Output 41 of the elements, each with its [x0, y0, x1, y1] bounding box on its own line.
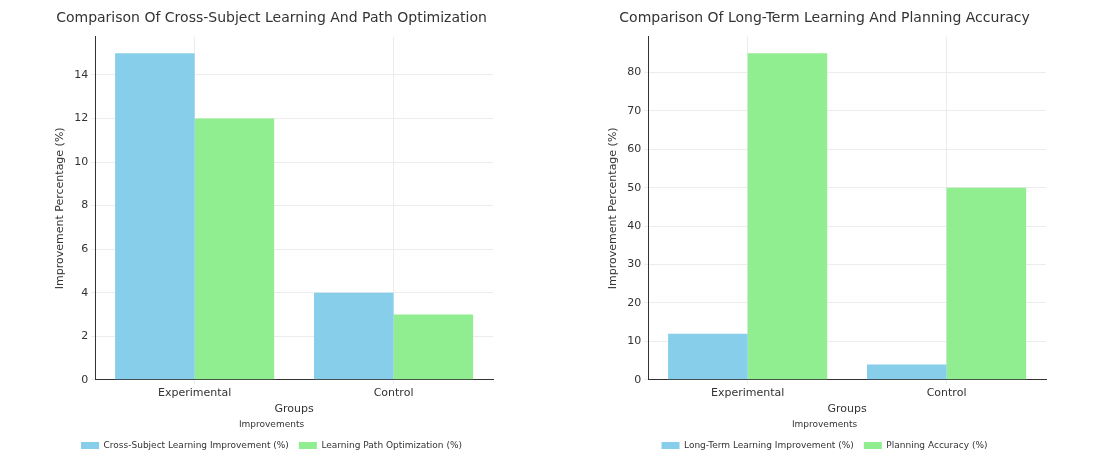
y-tick-label: 6	[81, 241, 89, 255]
x-tick-label: Experimental	[710, 386, 785, 400]
bar	[668, 333, 748, 380]
y-tick-label: 4	[81, 285, 89, 299]
bar	[313, 292, 394, 380]
bar	[747, 53, 828, 380]
bar	[946, 187, 1027, 380]
legend-label: Cross-Subject Learning Improvement (%)	[103, 439, 289, 450]
y-tick-label: 80	[627, 65, 642, 79]
y-tick-label: 2	[81, 329, 89, 343]
y-tick-label: 10	[627, 334, 642, 348]
y-tick-label: 60	[627, 142, 642, 156]
x-axis-title: Groups	[827, 402, 867, 416]
y-tick-label: 50	[627, 180, 642, 194]
y-tick-label: 0	[81, 372, 89, 386]
chart-title: Comparison Of Long-Term Learning And Planning Accuracy	[619, 9, 1030, 26]
y-tick-label: 20	[627, 295, 642, 309]
x-axis-title: Groups	[274, 402, 314, 416]
y-tick-label: 40	[627, 218, 642, 232]
y-tick-label: 8	[81, 198, 89, 212]
chart-title: Comparison Of Cross-Subject Learning And Path Optimization	[56, 9, 487, 26]
bar	[393, 314, 474, 380]
x-tick-label: Control	[926, 386, 967, 400]
y-axis-title: Improvement Percentage (%)	[606, 127, 620, 290]
y-tick-label: 12	[74, 111, 89, 125]
y-tick-label: 10	[74, 154, 89, 168]
y-axis-title: Improvement Percentage (%)	[53, 127, 67, 290]
legend-title: Improvements	[791, 419, 858, 430]
bar	[194, 118, 275, 380]
legend-label: Planning Accuracy (%)	[886, 439, 988, 450]
x-tick-label: Experimental	[157, 386, 232, 400]
y-tick-label: 0	[634, 372, 642, 386]
y-tick-label: 70	[627, 103, 642, 117]
y-tick-label: 14	[74, 67, 89, 81]
bar	[115, 53, 195, 380]
legend-label: Learning Path Optimization (%)	[321, 439, 462, 450]
x-tick-label: Control	[373, 386, 414, 400]
y-tick-label: 30	[627, 257, 642, 271]
legend-label: Long-Term Learning Improvement (%)	[684, 439, 854, 450]
legend-title: Improvements	[238, 419, 305, 430]
bar	[866, 364, 947, 380]
